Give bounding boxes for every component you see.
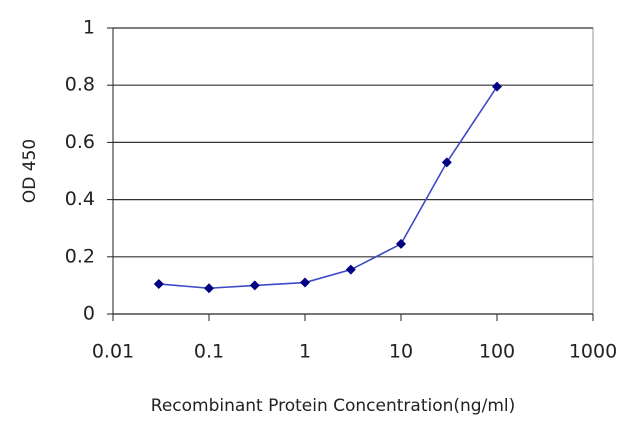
data-point (249, 280, 260, 291)
y-tick-label: 0.6 (65, 131, 95, 153)
x-tick-label: 10 (389, 341, 413, 363)
x-tick-label: 1000 (569, 341, 617, 363)
y-tick-label: 0.2 (65, 245, 95, 267)
x-tick-label: 0.01 (92, 341, 134, 363)
y-tick-label: 0 (83, 303, 95, 325)
plot-area (112, 27, 594, 315)
data-point (345, 264, 356, 275)
y-tick-label: 0.4 (65, 188, 95, 210)
x-tick-label: 0.1 (194, 341, 224, 363)
data-point (441, 157, 452, 168)
data-point (492, 81, 502, 92)
data-point (396, 238, 406, 249)
x-tick-label: 1 (299, 341, 311, 363)
y-axis-label: OD 450 (20, 139, 40, 203)
data-point (300, 277, 310, 288)
data-point (153, 278, 164, 289)
data-line (158, 86, 498, 290)
x-tick-label: 100 (479, 341, 515, 363)
y-tick-label: 1 (83, 17, 95, 39)
data-point (204, 283, 214, 294)
y-tick-label: 0.8 (65, 74, 95, 96)
x-axis-label: Recombinant Protein Concentration(ng/ml) (151, 396, 515, 416)
